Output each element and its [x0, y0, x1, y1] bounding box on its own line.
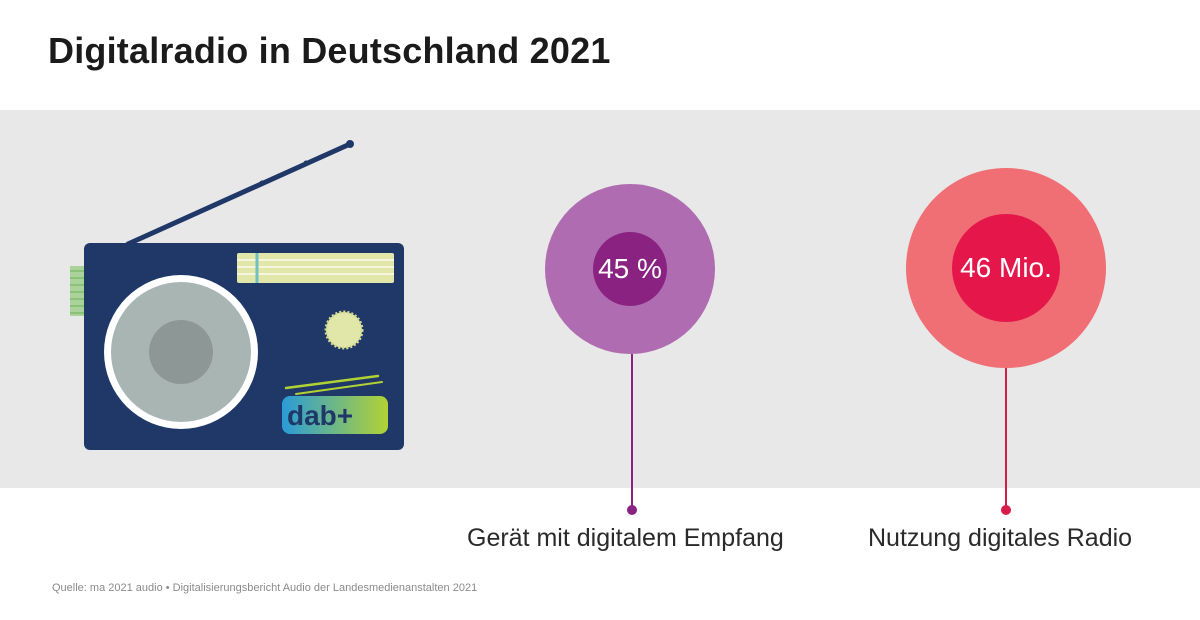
stat-value-circle: 45 %: [593, 232, 667, 306]
volume-knob: [324, 310, 364, 350]
source-note: Quelle: ma 2021 audio • Digitalisierungs…: [52, 582, 478, 594]
stat-connector-dot: [627, 505, 637, 515]
tuner-strip: [237, 253, 394, 283]
speaker-dial: [104, 275, 258, 429]
page-title: Digitalradio in Deutschland 2021: [48, 30, 611, 71]
stat-value: 45 %: [598, 253, 662, 284]
stat-connector-line: [631, 354, 633, 508]
antenna: [125, 140, 354, 247]
dab-plus-logo: dab+: [282, 374, 388, 434]
stat-connector-line: [1005, 368, 1007, 508]
stat-label: Gerät mit digitalem Empfang: [467, 524, 784, 552]
stat-label: Nutzung digitales Radio: [868, 524, 1133, 552]
stat-value-circle: 46 Mio.: [952, 214, 1060, 322]
side-knob: [70, 266, 86, 316]
radio-illustration: dab+: [70, 140, 404, 450]
dab-logo-text: dab+: [287, 400, 353, 431]
stat-connector-dot: [1001, 505, 1011, 515]
stat-value: 46 Mio.: [960, 252, 1052, 283]
